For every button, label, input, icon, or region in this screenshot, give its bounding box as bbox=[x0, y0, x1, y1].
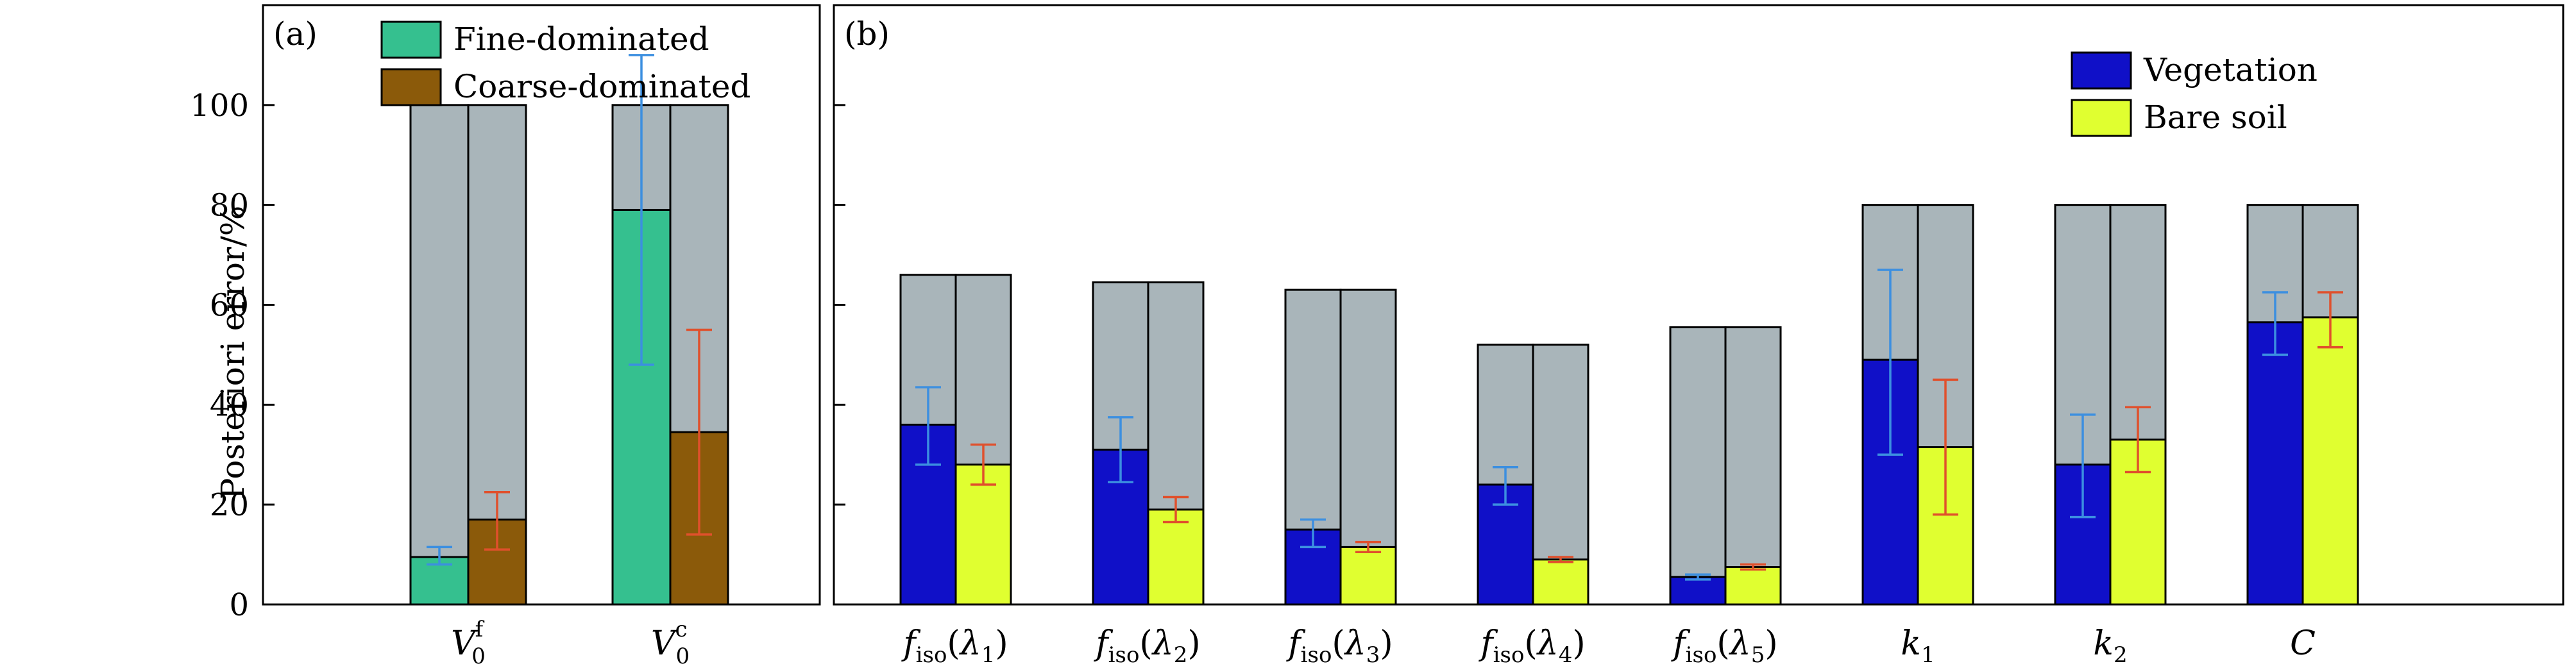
value-bar bbox=[1669, 576, 1727, 606]
y-tick-label: 60 bbox=[210, 288, 249, 324]
panel-a: (a) 0 20 40 60 80 100 Vf 0 Vc 0 Fine-dominated Coars… bbox=[190, 4, 821, 666]
error-bar bbox=[629, 54, 654, 366]
error-bar bbox=[1493, 465, 1518, 506]
panel-label: (a) bbox=[273, 15, 318, 53]
x-tick-label: fiso(λ1) bbox=[901, 624, 1008, 666]
panel-label: (b) bbox=[844, 15, 890, 53]
prior-bar bbox=[409, 104, 470, 606]
prior-bar bbox=[1724, 326, 1782, 606]
x-tick-label: fiso(λ5) bbox=[1670, 624, 1777, 666]
x-tick-label: fiso(λ3) bbox=[1285, 624, 1393, 666]
error-bar bbox=[970, 443, 996, 486]
error-bar bbox=[686, 328, 712, 536]
error-bar bbox=[1740, 563, 1766, 571]
y-tick-label: 0 bbox=[229, 587, 249, 623]
legend-swatch bbox=[380, 21, 442, 59]
legend-swatch bbox=[2071, 99, 2132, 137]
error-bar bbox=[1933, 378, 1958, 516]
panel-b: (b) fiso(λ1) fiso(λ2) fiso(λ3) fiso(λ4) fiso(… bbox=[833, 4, 2564, 666]
y-tick-label: 20 bbox=[210, 487, 249, 523]
y-axis-label: Posteriori error/% bbox=[214, 206, 251, 500]
error-bar bbox=[1108, 416, 1133, 483]
legend-swatch bbox=[2071, 51, 2132, 90]
x-tick-label: fiso(λ4) bbox=[1478, 624, 1585, 666]
legend-swatch bbox=[380, 68, 442, 106]
error-bar bbox=[2125, 406, 2151, 474]
legend-label: Bare soil bbox=[2144, 99, 2287, 136]
error-bar bbox=[1548, 556, 1573, 563]
error-bar bbox=[1877, 269, 1903, 456]
legend-label: Fine-dominated bbox=[453, 21, 709, 58]
prior-bar bbox=[1669, 326, 1727, 606]
x-tick-label: k2 bbox=[2093, 624, 2127, 666]
value-bar bbox=[2301, 316, 2359, 606]
x-tick-label: C bbox=[2290, 624, 2316, 663]
x-tick-label: k1 bbox=[1901, 624, 1935, 666]
error-bar bbox=[2318, 291, 2343, 349]
error-bar bbox=[2070, 413, 2096, 519]
x-tick-label: fiso(λ2) bbox=[1093, 624, 1200, 666]
legend-label: Vegetation bbox=[2143, 51, 2318, 88]
value-bar bbox=[1339, 545, 1397, 606]
error-bar bbox=[1300, 518, 1326, 549]
value-bar bbox=[954, 463, 1012, 606]
error-bar bbox=[915, 386, 941, 466]
y-tick-label: 40 bbox=[210, 387, 249, 423]
y-tick-label: 80 bbox=[210, 188, 249, 224]
y-tick-label: 100 bbox=[190, 88, 249, 124]
x-tick-label: Vf 0 bbox=[451, 617, 486, 666]
error-bar bbox=[1355, 540, 1381, 553]
value-bar bbox=[1532, 558, 1589, 606]
legend-label: Coarse-dominated bbox=[453, 68, 750, 105]
x-tick-label: Vc 0 bbox=[651, 617, 690, 666]
value-bar bbox=[1724, 566, 1782, 606]
error-bar bbox=[484, 490, 510, 551]
value-bar bbox=[1147, 508, 1205, 606]
error-bar bbox=[427, 545, 452, 566]
value-bar bbox=[2246, 321, 2304, 606]
error-bar bbox=[2262, 291, 2288, 356]
error-bar bbox=[1685, 573, 1711, 581]
error-bar bbox=[1163, 495, 1189, 524]
